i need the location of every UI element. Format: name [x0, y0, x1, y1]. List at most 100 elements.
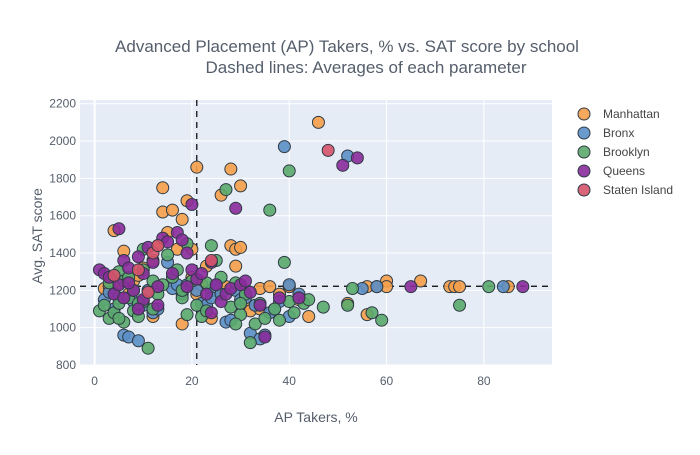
data-point	[268, 302, 282, 316]
x-tick-label: 80	[477, 374, 491, 388]
data-point	[311, 115, 325, 129]
data-point	[165, 267, 179, 281]
data-point	[234, 296, 248, 310]
data-point	[204, 253, 218, 267]
data-point	[482, 280, 496, 294]
data-point	[131, 263, 145, 277]
data-point	[190, 298, 204, 312]
y-tick-labels: 800 1000 1200 1400 1600 1800 2000 2200	[49, 97, 76, 372]
legend-marker	[577, 183, 591, 197]
legend-marker	[577, 107, 591, 121]
x-tick-label: 60	[380, 374, 394, 388]
x-tick-label: 20	[185, 374, 199, 388]
x-tick-label: 0	[91, 374, 98, 388]
data-point	[141, 285, 155, 299]
legend-item: Queens	[577, 164, 645, 178]
data-point	[234, 240, 248, 254]
series-staten-island	[107, 143, 335, 299]
y-tick-label: 2000	[49, 134, 76, 148]
data-point	[243, 336, 257, 350]
x-tick-label: 40	[283, 374, 297, 388]
data-point	[282, 278, 296, 292]
data-point	[151, 239, 165, 253]
data-point	[258, 311, 272, 325]
data-point	[345, 281, 359, 295]
legend-marker	[577, 164, 591, 178]
data-point	[496, 280, 510, 294]
data-point	[229, 259, 243, 273]
data-point	[180, 280, 194, 294]
data-point	[151, 280, 165, 294]
x-tick-labels: 0 20 40 60 80	[91, 374, 491, 388]
data-point	[112, 222, 126, 236]
data-point	[151, 298, 165, 312]
data-point	[302, 309, 316, 323]
chart-title: Advanced Placement (AP) Takers, % vs. SA…	[115, 37, 579, 56]
data-point	[117, 291, 131, 305]
data-point	[107, 268, 121, 282]
legend-marker	[577, 145, 591, 159]
data-point	[209, 278, 223, 292]
data-point	[277, 255, 291, 269]
data-point	[234, 179, 248, 193]
legend-label: Brooklyn	[603, 145, 650, 159]
data-point	[516, 280, 530, 294]
data-point	[122, 276, 136, 290]
data-point	[229, 317, 243, 331]
data-point	[180, 308, 194, 322]
data-point	[229, 201, 243, 215]
data-point	[219, 183, 233, 197]
data-point	[253, 298, 267, 312]
data-point	[131, 250, 145, 264]
data-point	[370, 280, 384, 294]
data-point	[336, 158, 350, 172]
data-point	[112, 311, 126, 325]
data-point	[282, 164, 296, 178]
legend-marker	[577, 126, 591, 140]
legend-label: Manhattan	[603, 107, 660, 121]
data-point	[175, 233, 189, 247]
x-axis-label: AP Takers, %	[274, 409, 358, 425]
data-point	[365, 306, 379, 320]
data-point	[156, 181, 170, 195]
data-point	[273, 313, 287, 327]
data-point	[175, 212, 189, 226]
data-point	[248, 317, 262, 331]
legend-item: Bronx	[577, 126, 634, 140]
data-point	[204, 306, 218, 320]
data-point	[190, 160, 204, 174]
y-tick-label: 1000	[49, 321, 76, 335]
data-point	[321, 143, 335, 157]
legend-label: Queens	[603, 164, 645, 178]
y-tick-label: 800	[56, 358, 76, 372]
data-point	[165, 203, 179, 217]
data-point	[161, 248, 175, 262]
data-point	[273, 291, 287, 305]
data-point	[131, 334, 145, 348]
data-point	[453, 298, 467, 312]
y-tick-label: 2200	[49, 97, 76, 111]
data-point	[263, 203, 277, 217]
data-point	[350, 151, 364, 165]
plot-area	[80, 100, 552, 365]
data-point	[316, 300, 330, 314]
data-point	[263, 280, 277, 294]
y-tick-label: 1400	[49, 246, 76, 260]
data-point	[238, 274, 252, 288]
data-point	[243, 285, 257, 299]
data-point	[131, 302, 145, 316]
data-point	[287, 306, 301, 320]
data-point	[277, 140, 291, 154]
data-point	[292, 291, 306, 305]
data-point	[97, 298, 111, 312]
data-point	[404, 280, 418, 294]
data-point	[453, 280, 467, 294]
data-point	[414, 274, 428, 288]
data-point	[258, 330, 272, 344]
legend-label: Staten Island	[603, 183, 673, 197]
data-points	[92, 115, 530, 355]
legend-item: Brooklyn	[577, 145, 650, 159]
chart-subtitle: Dashed lines: Averages of each parameter	[206, 58, 527, 77]
